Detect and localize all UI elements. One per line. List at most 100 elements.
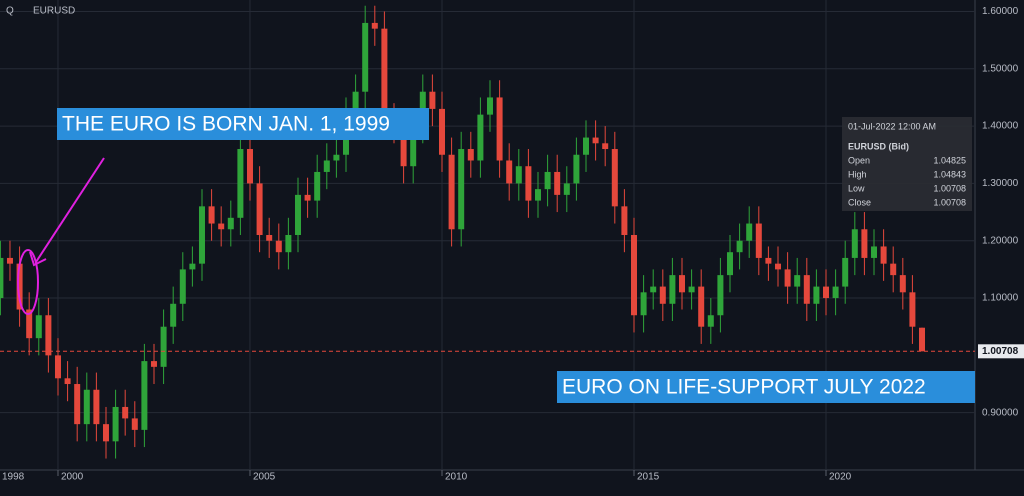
candle-body <box>362 22 369 92</box>
candle-body <box>246 149 253 184</box>
info-box <box>842 117 972 211</box>
candle-body <box>832 286 839 299</box>
info-value: 1.04843 <box>933 169 966 179</box>
candle-body <box>467 149 474 161</box>
candle-body <box>592 137 599 144</box>
info-label: Open <box>848 155 870 165</box>
candle-body <box>640 292 647 316</box>
candle-body <box>0 257 4 299</box>
candle-body <box>198 206 205 264</box>
candle-body <box>880 246 887 264</box>
x-tick-label: 2015 <box>637 472 660 483</box>
x-tick-label: 2010 <box>445 472 468 483</box>
annotation: THE EURO IS BORN JAN. 1, 1999 <box>62 113 390 136</box>
y-tick-label: 0.90000 <box>982 407 1019 418</box>
candle-body <box>35 315 42 339</box>
candle-body <box>525 166 532 201</box>
info-label: Low <box>848 183 865 193</box>
candle-body <box>851 229 858 258</box>
candle-body <box>93 389 100 425</box>
last-price-box <box>978 344 1024 359</box>
candle-body <box>333 154 340 161</box>
candle-body <box>83 389 90 425</box>
plot-area <box>0 0 975 470</box>
candle-body <box>630 235 637 316</box>
candle-body <box>765 257 772 264</box>
candle-body <box>227 217 234 230</box>
y-tick-label: 1.10000 <box>982 293 1019 304</box>
y-tick-label: 1.50000 <box>982 63 1019 74</box>
candle-body <box>381 28 388 121</box>
candle-body <box>861 229 868 258</box>
symbol: EURUSD <box>33 6 75 17</box>
candle-body <box>400 126 407 167</box>
candle-body <box>131 418 138 430</box>
candle-body <box>890 263 897 276</box>
y-tick-label: 1.20000 <box>982 235 1019 246</box>
candle-body <box>352 91 359 115</box>
candle-body <box>650 286 657 293</box>
candle-body <box>160 326 167 367</box>
candle-body <box>486 97 493 115</box>
candle-body <box>506 160 513 184</box>
info-value: 1.04825 <box>933 155 966 165</box>
candle-body <box>179 269 186 304</box>
candle-body <box>477 114 484 161</box>
candle-body <box>717 275 724 316</box>
candle-body <box>679 275 686 293</box>
candle-body <box>208 206 215 224</box>
info-title: EURUSD (Bid) <box>848 141 909 151</box>
candle-body <box>669 275 676 304</box>
candle-body <box>803 275 810 304</box>
candle-body <box>323 160 330 172</box>
candle-body <box>285 235 292 253</box>
candle-body <box>16 263 23 310</box>
candle-body <box>871 246 878 258</box>
y-tick-label: 1.40000 <box>982 121 1019 132</box>
candle-body <box>64 378 71 385</box>
candle-body <box>314 171 321 201</box>
candle-body <box>813 286 820 304</box>
x-tick-label: 2000 <box>61 472 84 483</box>
annotation: EURO ON LIFE-SUPPORT JULY 2022 <box>562 376 926 399</box>
candle-body <box>429 91 436 109</box>
candle-body <box>823 286 830 299</box>
candle-body <box>534 189 541 201</box>
candle-body <box>141 361 148 430</box>
candle-body <box>698 286 705 327</box>
candle-body <box>448 154 455 230</box>
candle-body <box>26 309 33 339</box>
candle-body <box>266 235 273 241</box>
annotation-box <box>557 371 975 403</box>
candle-body <box>150 361 157 367</box>
candle-body <box>688 286 695 293</box>
candle-body <box>659 286 666 304</box>
candle-body <box>573 154 580 184</box>
candle-body <box>909 292 916 327</box>
candle-body <box>794 275 801 287</box>
candle-body <box>122 406 129 419</box>
candle-body <box>275 240 282 253</box>
candle-body <box>554 171 561 195</box>
candle-body <box>621 206 628 235</box>
candle-body <box>544 171 551 190</box>
candle-body <box>371 22 378 29</box>
candle-body <box>736 240 743 253</box>
candle-body <box>102 424 109 442</box>
candle-body <box>919 327 926 352</box>
annotation-box <box>57 108 429 140</box>
candle-body <box>170 303 177 327</box>
candle-body <box>707 315 714 327</box>
menu-label[interactable]: Q <box>6 6 14 17</box>
info-label: Close <box>848 197 871 207</box>
y-tick-label: 1.60000 <box>982 6 1019 17</box>
candle-body <box>189 263 196 270</box>
candle-body <box>294 194 301 235</box>
info-date: 01-Jul-2022 12:00 AM <box>848 121 936 131</box>
candle-body <box>438 108 445 155</box>
candle-body <box>496 97 503 161</box>
candle-body <box>899 275 906 293</box>
arrow <box>35 157 105 263</box>
